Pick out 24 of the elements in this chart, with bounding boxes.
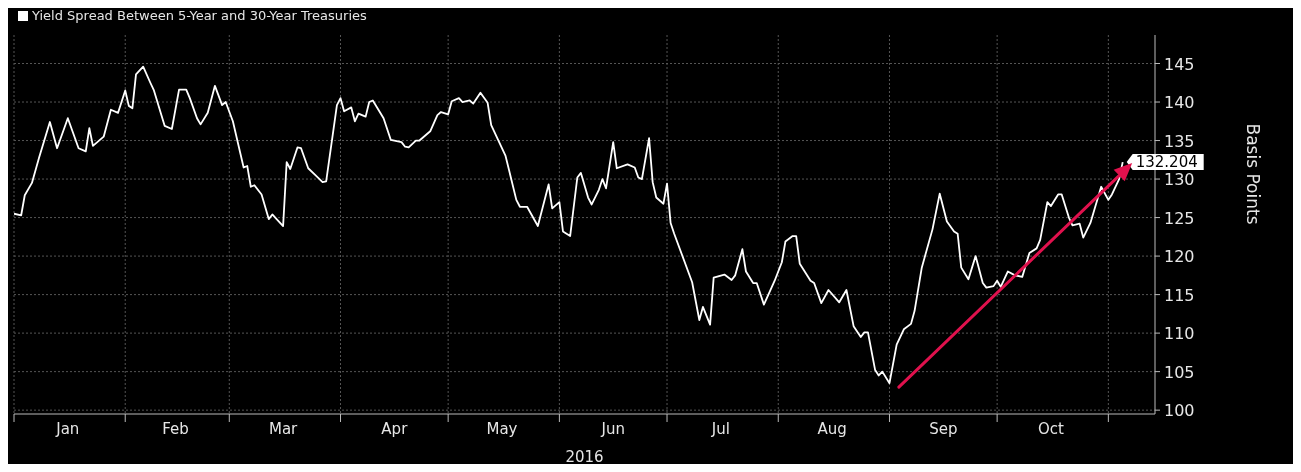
y-tick-label: 105 <box>1164 362 1195 382</box>
data-label: 132.204 <box>1135 153 1198 172</box>
x-tick-label: Mar <box>268 420 299 438</box>
x-axis-title: 2016 <box>565 448 604 466</box>
y-tick-label: 140 <box>1164 93 1195 113</box>
y-tick-label: 120 <box>1164 247 1195 267</box>
y-tick-label: 100 <box>1164 401 1195 421</box>
x-tick-label: Feb <box>162 420 189 438</box>
x-tick-label: Aug <box>817 420 847 438</box>
x-tick-label: Jan <box>55 420 80 438</box>
x-tick-label: Jun <box>600 420 625 438</box>
y-tick-label: 145 <box>1164 54 1195 74</box>
x-tick-label: Jul <box>710 420 730 438</box>
y-tick-label: 135 <box>1164 131 1195 151</box>
x-tick-label: Oct <box>1037 420 1065 438</box>
x-tick-label: Sep <box>929 420 958 438</box>
x-tick-label: May <box>486 420 518 438</box>
x-tick-label: Apr <box>381 420 409 438</box>
legend-label: Yield Spread Between 5-Year and 30-Year Treasuries <box>32 8 367 23</box>
y-tick-label: 110 <box>1164 324 1195 344</box>
y-axis-title: Basis Points <box>1242 123 1263 225</box>
y-tick-label: 115 <box>1164 285 1195 305</box>
y-tick-label: 125 <box>1164 208 1195 228</box>
y-tick-label: 130 <box>1164 170 1195 190</box>
